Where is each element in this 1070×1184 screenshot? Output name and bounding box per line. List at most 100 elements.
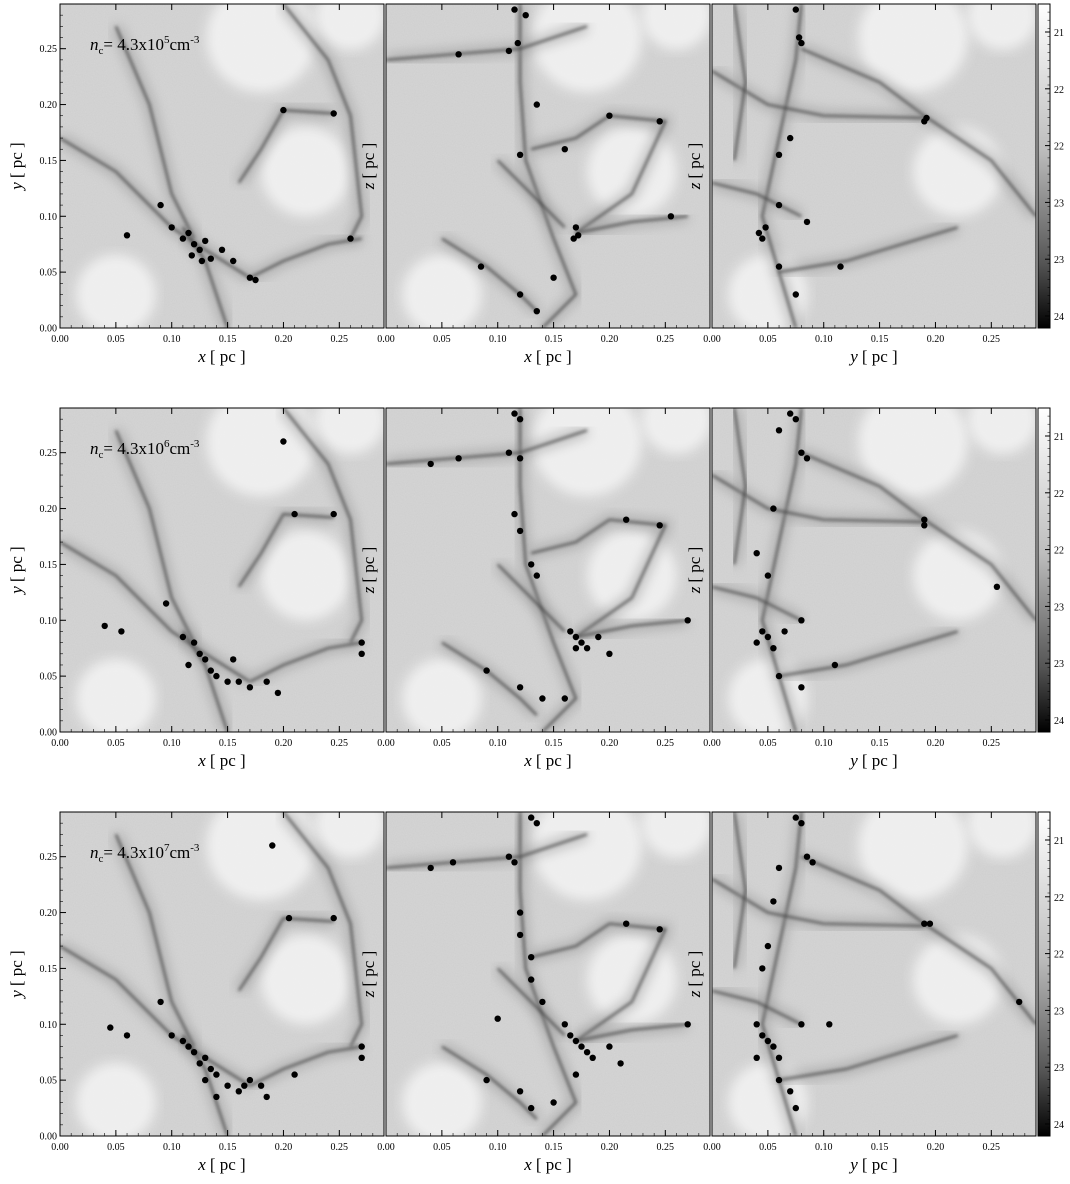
sink-particle: [764, 942, 772, 950]
y-axis-variable: z: [359, 182, 378, 190]
sink-particle: [753, 1021, 760, 1028]
colorbar-tick-label: 23: [1054, 255, 1064, 266]
y-axis-unit: [ pc ]: [685, 951, 704, 987]
y-tick-label: 0.05: [40, 672, 58, 683]
x-tick-label: 0.10: [489, 738, 507, 749]
sink-particle: [787, 410, 794, 417]
y-tick-label: 0.25: [40, 448, 58, 459]
x-axis-label: y[ pc ]: [848, 1155, 897, 1174]
x-tick-label: 0.25: [657, 738, 675, 749]
x-axis-unit: [ pc ]: [210, 1155, 246, 1174]
y-axis-label: y [ pc ]: [7, 142, 26, 191]
sink-particle: [762, 224, 769, 231]
x-tick-label: 0.15: [871, 1142, 889, 1153]
colorbar: 21 22 22 23 23 24: [1037, 811, 1064, 1137]
filament: [733, 4, 747, 161]
sink-particle: [550, 274, 557, 281]
x-tick-label: 0.00: [51, 738, 69, 749]
x-tick-label: 0.10: [489, 1142, 507, 1153]
x-tick-label: 0.20: [275, 738, 293, 749]
sink-particle: [505, 853, 513, 860]
panel-frame: [385, 407, 711, 733]
row-density-label: nc= 4.3x107cm-3: [90, 842, 200, 865]
x-tick-label: 0.15: [219, 738, 237, 749]
row-density-label: nc= 4.3x105cm-3: [90, 34, 200, 57]
y-axis-unit: [ pc ]: [359, 547, 378, 583]
sink-particle: [798, 684, 805, 691]
sink-particle: [775, 263, 783, 270]
sink-particle: [252, 276, 259, 284]
label-sub: c: [99, 45, 104, 57]
colorbar-tick-label: 22: [1054, 85, 1064, 96]
x-axis-label: x[ pc ]: [197, 1155, 245, 1174]
y-tick-label: 0.00: [40, 324, 58, 335]
x-tick-label: 0.05: [433, 738, 451, 749]
filament: [282, 812, 363, 1048]
x-tick-label: 0.15: [545, 334, 563, 345]
sink-particle: [572, 1037, 580, 1045]
y-tick-label: 0.05: [40, 1076, 58, 1087]
sink-particle: [583, 1049, 591, 1056]
label-mid: = 4.3x10: [103, 439, 164, 458]
sink-particle: [511, 410, 518, 417]
sink-particle: [516, 455, 524, 462]
label-unit: cm: [169, 35, 190, 54]
sink-particle: [274, 689, 282, 697]
sink-particle: [257, 1082, 265, 1089]
label-mid: = 4.3x10: [103, 35, 164, 54]
x-tick-label: 0.25: [983, 738, 1001, 749]
panel-r1-c2: 0.00 0.05 0.10 0.15 0.20 0.25x[ pc ]z[ pc ]: [359, 3, 711, 366]
filament: [237, 108, 334, 184]
sink-particle: [533, 572, 540, 579]
filament: [237, 512, 334, 588]
sink-particle: [775, 427, 783, 434]
sink-particle: [516, 909, 524, 916]
x-tick-label: 0.15: [219, 334, 237, 345]
colorbar-tick-label: 22: [1054, 950, 1064, 961]
x-tick-label: 0.00: [703, 1142, 721, 1153]
sink-particle: [781, 628, 788, 635]
filament: [761, 812, 803, 1136]
sink-particle: [196, 650, 203, 657]
filament: [237, 916, 334, 992]
sink-particle: [202, 1076, 209, 1084]
sink-particle: [775, 1076, 783, 1084]
row-density-label: nc= 4.3x106cm-3: [90, 438, 200, 461]
sink-particle: [358, 650, 365, 657]
sink-particle: [168, 1032, 175, 1039]
low-density-region: [206, 812, 317, 901]
figure-row-3: 0.00 0.05 0.10 0.15 0.20 0.25x[ pc ]y[ pc ]0.…: [7, 811, 1064, 1174]
sink-particle: [235, 678, 242, 685]
y-axis-variable: z: [685, 586, 704, 594]
sink-particle: [656, 118, 663, 125]
sink-particle: [494, 1015, 501, 1022]
low-density-region: [858, 408, 969, 497]
panel-frame: [59, 811, 385, 1137]
sink-particle: [330, 110, 337, 117]
sink-particle: [505, 449, 513, 456]
x-axis-unit: [ pc ]: [862, 751, 898, 770]
sink-particle: [185, 661, 192, 669]
sink-particle: [190, 1049, 198, 1056]
sink-particle: [202, 237, 209, 245]
x-tick-label: 0.00: [377, 334, 395, 345]
sink-particle: [921, 920, 928, 927]
low-density-region: [532, 4, 643, 93]
x-tick-label: 0.05: [107, 738, 125, 749]
x-tick-label: 0.20: [927, 1142, 945, 1153]
sink-particle: [578, 639, 585, 646]
sink-particle: [567, 628, 574, 635]
sink-particle: [168, 224, 175, 231]
sink-particle: [759, 1032, 766, 1039]
label-exp: 6: [164, 438, 170, 450]
x-tick-label: 0.00: [703, 334, 721, 345]
sink-particle: [207, 255, 214, 262]
sink-particle: [516, 1088, 524, 1095]
filament: [282, 408, 363, 644]
sink-particle: [583, 645, 591, 652]
sink-particle: [764, 1037, 772, 1045]
colorbar-tick-label: 24: [1054, 312, 1064, 323]
x-tick-label: 0.00: [377, 1142, 395, 1153]
sink-particle: [427, 460, 434, 468]
x-tick-label: 0.20: [275, 1142, 293, 1153]
